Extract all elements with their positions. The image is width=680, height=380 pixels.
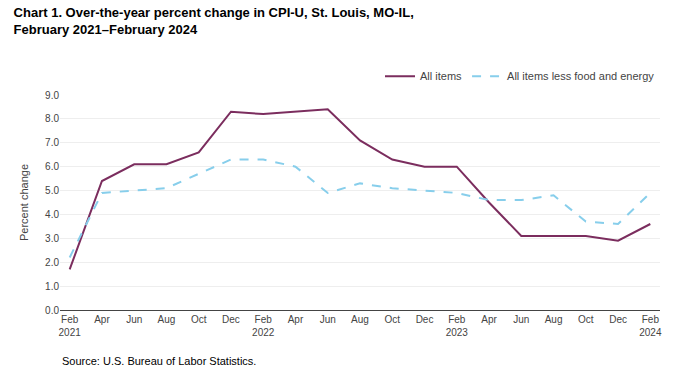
svg-text:Dec: Dec (222, 314, 240, 325)
svg-text:0.0: 0.0 (45, 305, 59, 316)
svg-text:Apr: Apr (94, 314, 110, 325)
svg-text:Oct: Oct (578, 314, 594, 325)
svg-text:Oct: Oct (191, 314, 207, 325)
svg-text:Dec: Dec (416, 314, 434, 325)
svg-text:Feb2024: Feb2024 (639, 314, 662, 338)
svg-text:Oct: Oct (384, 314, 400, 325)
svg-text:6.0: 6.0 (45, 161, 59, 172)
svg-text:All items less food and energy: All items less food and energy (507, 70, 654, 82)
svg-text:Dec: Dec (609, 314, 627, 325)
svg-text:8.0: 8.0 (45, 113, 59, 124)
svg-text:1.0: 1.0 (45, 281, 59, 292)
svg-text:All items: All items (420, 70, 462, 82)
svg-text:Apr: Apr (481, 314, 497, 325)
svg-text:Aug: Aug (351, 314, 369, 325)
svg-text:Feb2021: Feb2021 (59, 314, 82, 338)
svg-text:Feb2022: Feb2022 (252, 314, 275, 338)
svg-text:Feb2023: Feb2023 (446, 314, 469, 338)
svg-text:Apr: Apr (288, 314, 304, 325)
svg-text:Jun: Jun (126, 314, 142, 325)
svg-text:Jun: Jun (320, 314, 336, 325)
svg-text:7.0: 7.0 (45, 137, 59, 148)
svg-text:3.0: 3.0 (45, 233, 59, 244)
svg-text:Chart 1. Over-the-year percent: Chart 1. Over-the-year percent change in… (14, 5, 414, 37)
svg-text:Aug: Aug (158, 314, 176, 325)
svg-text:Aug: Aug (545, 314, 563, 325)
svg-text:Jun: Jun (513, 314, 529, 325)
svg-text:2.0: 2.0 (45, 257, 59, 268)
svg-text:5.0: 5.0 (45, 185, 59, 196)
svg-text:4.0: 4.0 (45, 209, 59, 220)
svg-text:Source: U.S. Bureau of Labor S: Source: U.S. Bureau of Labor Statistics. (62, 355, 256, 367)
svg-text:Percent change: Percent change (18, 164, 30, 241)
svg-text:9.0: 9.0 (45, 90, 59, 101)
